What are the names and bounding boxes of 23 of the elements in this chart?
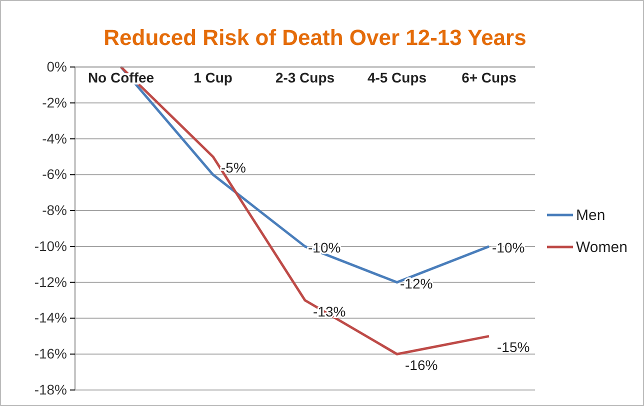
x-tick-label: 4-5 Cups bbox=[367, 70, 427, 86]
chart-title: Reduced Risk of Death Over 12-13 Years bbox=[104, 25, 526, 50]
y-tick-label: -16% bbox=[34, 346, 67, 362]
data-label: -12% bbox=[400, 275, 433, 292]
y-tick-label: -8% bbox=[42, 202, 67, 218]
y-tick-label: -12% bbox=[34, 274, 67, 290]
data-label: -15% bbox=[497, 339, 530, 356]
y-tick-label: 0% bbox=[46, 58, 67, 74]
data-label: -10% bbox=[492, 239, 525, 256]
y-tick-label: -14% bbox=[34, 310, 67, 326]
data-label: -16% bbox=[405, 357, 438, 374]
y-tick-label: -18% bbox=[34, 381, 67, 398]
x-tick-label: 6+ Cups bbox=[462, 70, 517, 86]
legend-label: Men bbox=[576, 207, 606, 224]
y-tick-label: -6% bbox=[42, 166, 67, 182]
data-label: -10% bbox=[308, 239, 341, 256]
legend-label: Women bbox=[576, 239, 628, 256]
x-tick-label: 1 Cup bbox=[194, 70, 232, 86]
x-tick-label: 2-3 Cups bbox=[275, 70, 335, 86]
data-label: -5% bbox=[221, 160, 246, 176]
y-tick-label: -4% bbox=[42, 130, 67, 146]
y-tick-label: -10% bbox=[34, 238, 67, 254]
y-tick-label: -2% bbox=[42, 94, 67, 110]
